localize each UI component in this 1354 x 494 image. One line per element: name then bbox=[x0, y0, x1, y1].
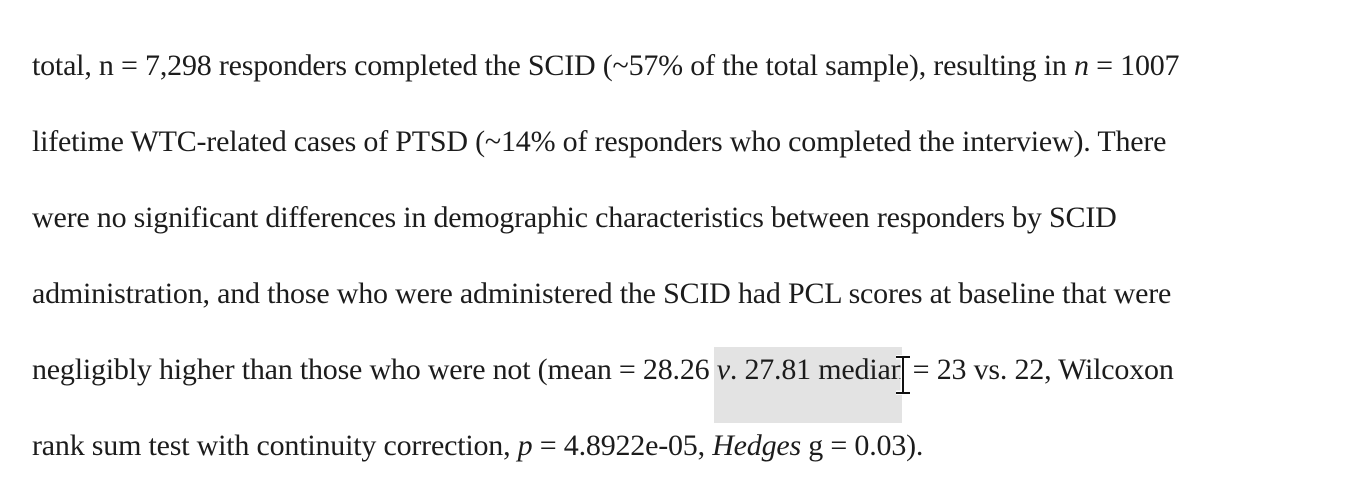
body-paragraph[interactable]: total, n = 7,298 responders completed th… bbox=[32, 38, 1342, 494]
text-line: rank sum test with continuity correction… bbox=[32, 429, 924, 462]
text-line: were no significant differences in demog… bbox=[32, 201, 1117, 234]
text-line: negligibly higher than those who were no… bbox=[32, 353, 1174, 386]
text-line: administration, and those who were admin… bbox=[32, 277, 1172, 310]
text-i-beam-icon bbox=[896, 355, 910, 395]
selection-highlight bbox=[714, 347, 902, 423]
text-line: lifetime WTC-related cases of PTSD (~14%… bbox=[32, 125, 1167, 158]
text-line: total, n = 7,298 responders completed th… bbox=[32, 49, 1180, 82]
